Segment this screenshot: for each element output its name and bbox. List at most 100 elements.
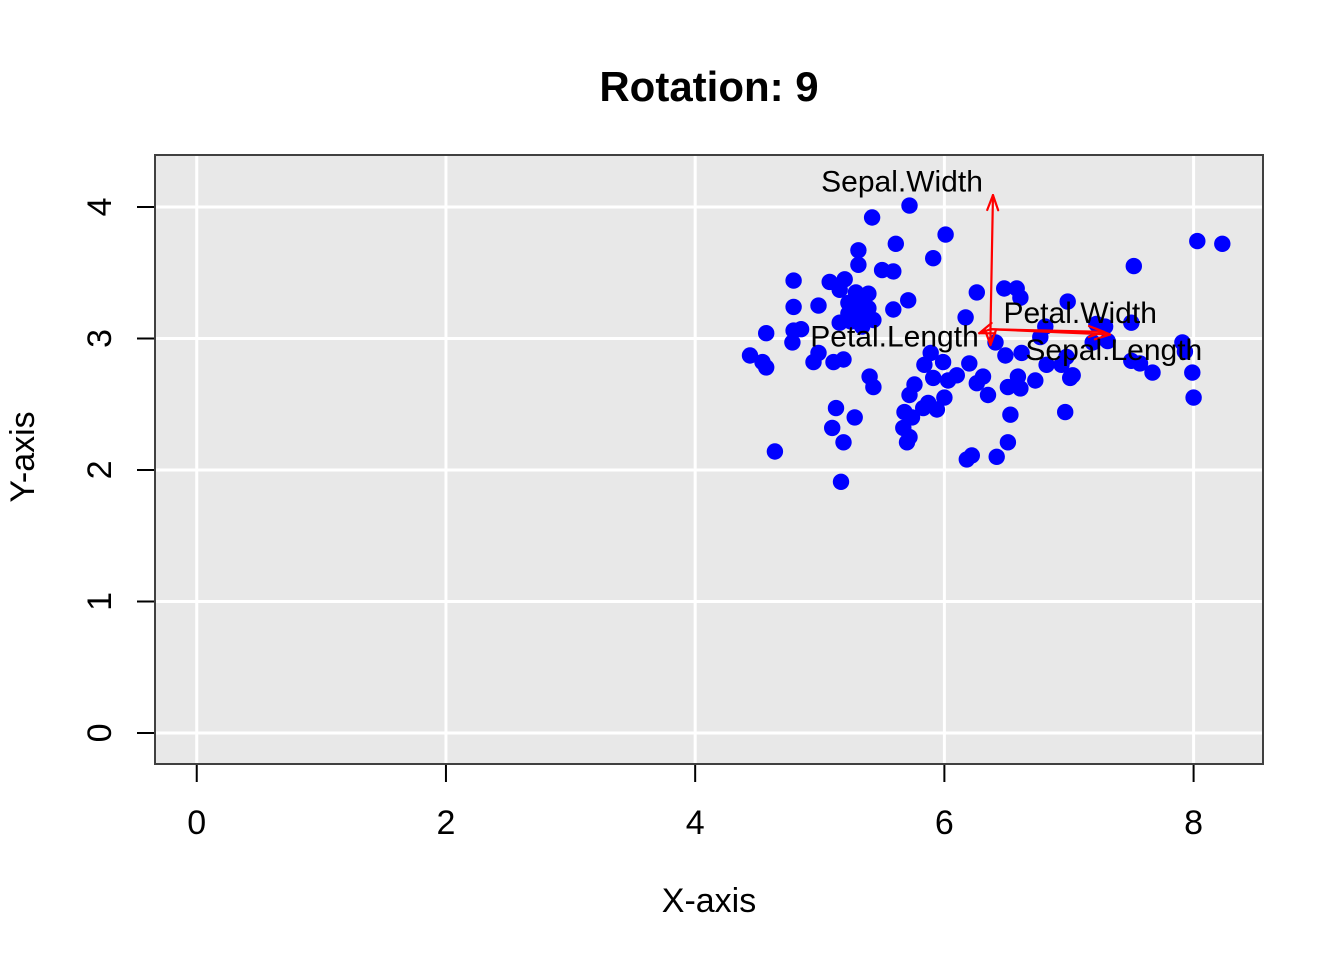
data-point — [850, 256, 867, 273]
data-point — [887, 235, 904, 252]
variable-label-sepal-length: Sepal.Length — [1025, 334, 1202, 367]
data-point — [934, 353, 952, 371]
data-point — [1184, 364, 1201, 381]
plot-title: Rotation: 9 — [599, 63, 818, 110]
axis-layer: 0 2 4 6 8 0 1 2 3 4 — [81, 154, 1264, 842]
data-point — [901, 197, 918, 214]
data-point — [1185, 389, 1202, 406]
y-tick-label: 0 — [81, 724, 119, 743]
data-point — [1144, 364, 1161, 381]
data-point — [999, 434, 1017, 451]
data-point — [999, 378, 1017, 396]
plot-panel-background — [155, 155, 1263, 764]
data-point — [1012, 380, 1029, 397]
data-point — [863, 209, 881, 226]
data-point — [831, 281, 848, 298]
data-point — [850, 242, 867, 259]
x-tick-label: 8 — [1184, 804, 1203, 842]
data-point — [1038, 356, 1055, 373]
data-point — [824, 419, 841, 437]
biplot-arrow-head — [1094, 327, 1112, 336]
data-point — [968, 284, 985, 301]
data-point — [851, 306, 868, 323]
data-point — [928, 401, 946, 418]
variable-label-sepal-width: Sepal.Width — [821, 165, 983, 198]
x-axis-title: X-axis — [662, 882, 756, 920]
data-point — [937, 226, 954, 243]
data-point — [988, 448, 1005, 465]
data-point — [741, 347, 759, 364]
data-point — [1125, 257, 1143, 275]
data-point — [784, 334, 801, 351]
x-tick-label: 2 — [436, 804, 455, 842]
variable-label-petal-length: Petal.Length — [810, 321, 978, 354]
data-point — [832, 473, 850, 490]
y-axis-title: Y-axis — [4, 411, 42, 502]
variable-label-petal-width: Petal.Width — [1003, 297, 1156, 330]
data-point — [835, 351, 852, 368]
biplot-arrow-head — [1093, 333, 1112, 341]
x-tick-label: 4 — [686, 804, 705, 842]
data-point — [925, 250, 942, 267]
data-point — [1012, 289, 1029, 306]
data-point — [939, 372, 957, 389]
data-point — [1214, 235, 1231, 252]
data-point — [1123, 314, 1140, 331]
y-tick-label: 4 — [81, 197, 119, 216]
data-point — [936, 389, 953, 406]
data-point — [846, 409, 863, 426]
data-point — [885, 263, 902, 280]
biplot-arrow — [989, 328, 1112, 336]
data-point — [865, 311, 882, 329]
y-tick-label: 1 — [81, 592, 119, 611]
data-point — [758, 325, 775, 342]
data-point — [758, 359, 775, 376]
data-point — [1123, 352, 1140, 369]
data-point — [961, 355, 978, 372]
data-point — [1062, 369, 1079, 387]
data-point — [925, 369, 942, 387]
data-point-layer — [741, 197, 1231, 490]
biplot-arrow-head — [978, 321, 993, 335]
data-point — [979, 386, 997, 404]
data-point — [996, 280, 1013, 297]
plot-panel-border — [154, 154, 1264, 765]
data-point — [792, 321, 810, 338]
data-point — [1027, 372, 1044, 389]
biplot-arrow-head — [986, 194, 995, 212]
data-point — [1059, 293, 1076, 310]
data-point — [805, 353, 822, 371]
data-point — [1057, 403, 1074, 421]
data-point — [901, 386, 918, 404]
biplot-arrow — [989, 194, 995, 331]
data-point — [1058, 348, 1075, 366]
data-point — [900, 292, 917, 309]
y-tick-label: 2 — [81, 460, 119, 479]
data-point — [1189, 232, 1206, 250]
biplot-arrow-layer: Sepal.Width Petal.Width Sepal.Length Petal.… — [810, 165, 1202, 366]
gridline-layer — [155, 155, 1263, 764]
data-point — [1002, 406, 1019, 423]
data-point — [997, 347, 1014, 364]
data-point — [1013, 344, 1030, 362]
x-tick-label: 0 — [187, 804, 206, 842]
data-point — [922, 344, 939, 362]
data-point — [958, 451, 975, 468]
data-point — [898, 434, 916, 451]
data-point — [968, 375, 985, 392]
data-point — [810, 297, 827, 314]
plot-panel-layer — [155, 155, 1263, 764]
data-point — [766, 443, 784, 460]
x-tick-label: 6 — [935, 804, 954, 842]
data-point — [785, 298, 802, 316]
data-point — [865, 378, 882, 396]
biplot-arrow-head — [989, 328, 998, 347]
data-point — [835, 434, 852, 451]
biplot-arrow-head — [991, 194, 1000, 212]
data-point — [827, 399, 845, 417]
y-tick-label: 3 — [81, 329, 119, 348]
data-point — [785, 272, 802, 289]
biplot-arrow-head — [983, 328, 992, 347]
